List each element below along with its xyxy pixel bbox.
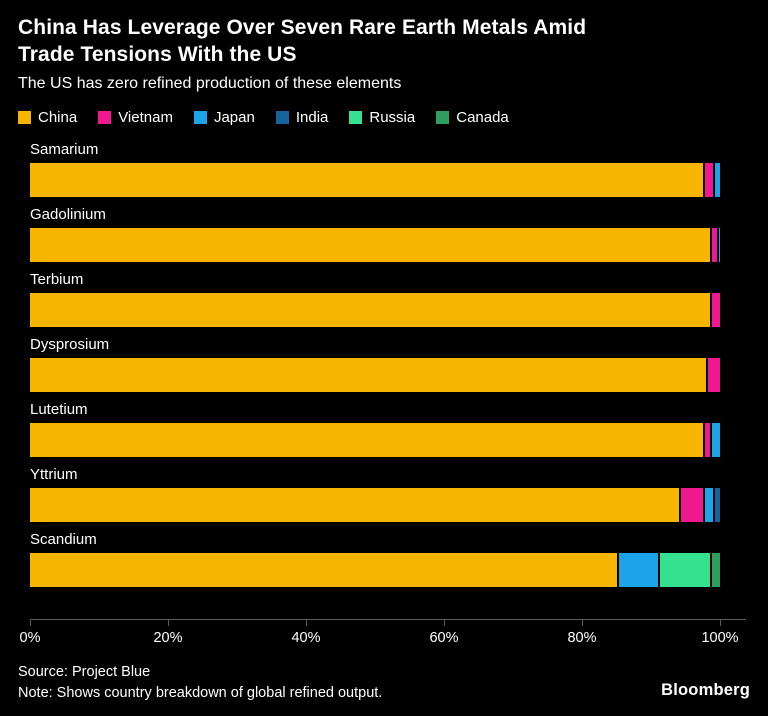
bar-segment-china	[30, 227, 710, 262]
chart-row: Terbium	[30, 270, 750, 327]
legend-swatch	[193, 110, 207, 124]
x-axis: 0% 20% 40% 60% 80% 100%	[20, 618, 750, 661]
legend-swatch	[436, 110, 450, 124]
tick-mark	[30, 619, 31, 626]
chart: Samarium Gadolinium Terbium Dysprosium Lutet…	[20, 140, 750, 661]
bar-segment-china	[30, 552, 617, 587]
tick-mark	[168, 619, 169, 626]
tick-mark	[306, 619, 307, 626]
chart-subtitle: The US has zero refined production of th…	[18, 74, 402, 92]
tick-label: 80%	[567, 629, 597, 646]
legend: China Vietnam Japan India Russia Canada	[18, 109, 750, 126]
bar-segment-china	[30, 422, 703, 457]
chart-title: China Has Leverage Over Seven Rare Earth…	[18, 16, 587, 67]
legend-swatch	[18, 110, 31, 124]
bar-category-label: Terbium	[30, 270, 84, 288]
tick-label: 60%	[429, 629, 459, 646]
bar-segment-vietnam	[702, 422, 710, 457]
tick-mark	[720, 619, 721, 626]
legend-label: China	[38, 108, 78, 126]
tick-mark	[582, 619, 583, 626]
bar-category-label: Yttrium	[30, 465, 78, 483]
legend-label: India	[295, 108, 329, 126]
bar-segment-china	[30, 357, 707, 392]
bar-segment-china	[30, 292, 710, 327]
tick-label: 100%	[701, 629, 739, 646]
bar-segment-vietnam	[709, 227, 717, 262]
legend-item-japan: Japan	[193, 108, 255, 126]
bar-category-label: Scandium	[30, 530, 97, 548]
tick-label: 20%	[153, 629, 183, 646]
chart-row: Samarium	[30, 140, 750, 197]
bar-segment-india	[713, 487, 720, 522]
bar-segment-russia	[657, 552, 710, 587]
legend-swatch	[98, 110, 112, 124]
bar-segment-china	[30, 487, 679, 522]
legend-item-canada: Canada	[436, 109, 509, 126]
bloomberg-logo: Bloomberg	[661, 681, 750, 700]
stacked-bar	[30, 162, 720, 197]
legend-label: Russia	[369, 108, 416, 126]
footer: Source: Project Blue Note: Shows country…	[18, 662, 750, 704]
chart-rows: Samarium Gadolinium Terbium Dysprosium Lutet…	[30, 140, 750, 587]
tick-label: 0%	[19, 629, 41, 646]
chart-row: Lutetium	[30, 400, 750, 457]
bar-segment-japan	[709, 422, 720, 457]
bar-segment-japan	[713, 162, 720, 197]
bar-segment-vietnam	[678, 487, 703, 522]
stacked-bar	[30, 292, 720, 327]
legend-item-russia: Russia	[349, 109, 415, 126]
tick-label: 40%	[291, 629, 321, 646]
tick-mark	[444, 619, 445, 626]
legend-swatch	[275, 110, 289, 124]
bar-segment-vietnam	[706, 357, 720, 392]
bar-segment-canada	[709, 552, 720, 587]
bar-segment-china	[30, 162, 703, 197]
legend-label: Canada	[456, 108, 509, 126]
stacked-bar	[30, 422, 720, 457]
bar-segment-japan	[616, 552, 658, 587]
axis-line	[30, 618, 746, 620]
legend-label: Vietnam	[118, 108, 173, 126]
stacked-bar	[30, 487, 720, 522]
bar-segment-japan	[716, 227, 720, 262]
source-text: Source: Project Blue	[18, 663, 151, 680]
legend-item-vietnam: Vietnam	[98, 109, 173, 126]
stacked-bar	[30, 552, 720, 587]
bar-segment-vietnam	[709, 292, 720, 327]
bar-category-label: Dysprosium	[30, 335, 110, 353]
chart-row: Yttrium	[30, 465, 750, 522]
bar-category-label: Samarium	[30, 140, 99, 158]
legend-label: Japan	[213, 108, 255, 126]
bar-segment-japan	[702, 487, 714, 522]
chart-row: Dysprosium	[30, 335, 750, 392]
bar-category-label: Lutetium	[30, 400, 88, 418]
bar-category-label: Gadolinium	[30, 205, 106, 223]
chart-row: Gadolinium	[30, 205, 750, 262]
stacked-bar	[30, 357, 720, 392]
legend-item-india: India	[275, 108, 329, 126]
chart-row: Scandium	[30, 530, 750, 587]
bar-segment-vietnam	[702, 162, 714, 197]
stacked-bar	[30, 227, 720, 262]
note-text: Note: Shows country breakdown of global …	[18, 684, 383, 701]
legend-swatch	[349, 110, 363, 124]
legend-item-china: China	[18, 109, 77, 126]
